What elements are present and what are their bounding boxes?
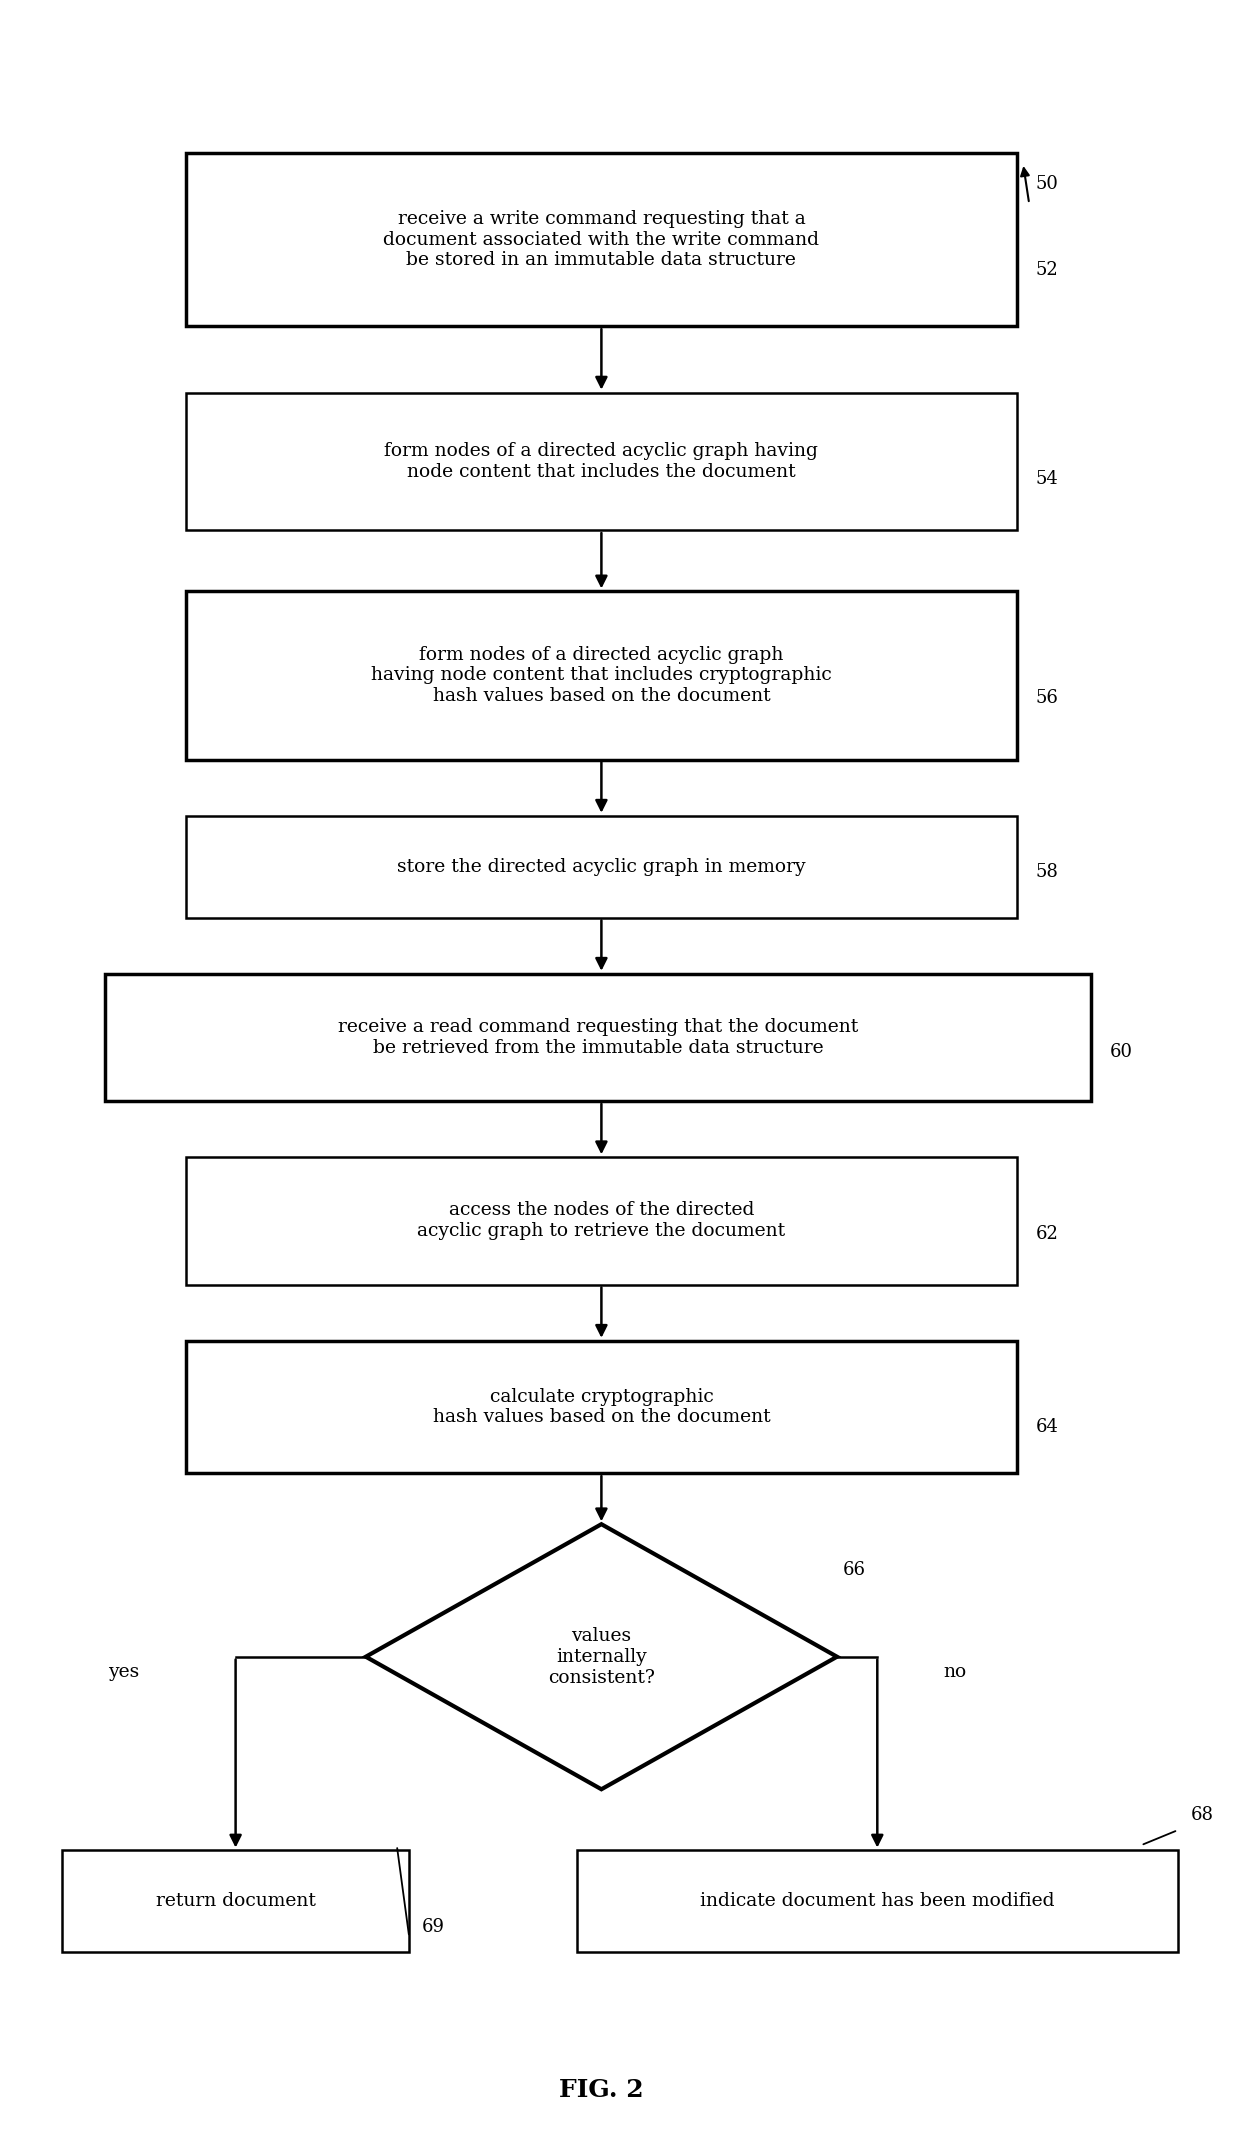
Text: form nodes of a directed acyclic graph
having node content that includes cryptog: form nodes of a directed acyclic graph h… — [371, 647, 832, 704]
Text: return document: return document — [156, 1893, 315, 1910]
FancyBboxPatch shape — [62, 1850, 409, 1953]
Text: yes: yes — [108, 1664, 140, 1681]
Text: 69: 69 — [422, 1918, 445, 1935]
Text: 52: 52 — [1035, 261, 1058, 278]
Text: receive a read command requesting that the document
be retrieved from the immuta: receive a read command requesting that t… — [339, 1017, 858, 1058]
Text: calculate cryptographic
hash values based on the document: calculate cryptographic hash values base… — [433, 1387, 770, 1426]
Text: 56: 56 — [1035, 689, 1058, 707]
Text: 50: 50 — [1035, 176, 1058, 193]
Text: values
internally
consistent?: values internally consistent? — [548, 1627, 655, 1687]
Polygon shape — [366, 1524, 837, 1790]
FancyBboxPatch shape — [186, 152, 1017, 325]
Text: access the nodes of the directed
acyclic graph to retrieve the document: access the nodes of the directed acyclic… — [418, 1201, 785, 1240]
Text: receive a write command requesting that a
document associated with the write com: receive a write command requesting that … — [383, 210, 820, 270]
FancyBboxPatch shape — [105, 974, 1091, 1100]
Text: 58: 58 — [1035, 863, 1058, 880]
FancyBboxPatch shape — [186, 591, 1017, 760]
Text: no: no — [944, 1664, 966, 1681]
Text: form nodes of a directed acyclic graph having
node content that includes the doc: form nodes of a directed acyclic graph h… — [384, 441, 818, 482]
Text: indicate document has been modified: indicate document has been modified — [701, 1893, 1054, 1910]
Text: FIG. 2: FIG. 2 — [559, 2079, 644, 2102]
Text: store the directed acyclic graph in memory: store the directed acyclic graph in memo… — [397, 859, 806, 876]
FancyBboxPatch shape — [186, 1340, 1017, 1473]
Text: 68: 68 — [1190, 1805, 1214, 1824]
Text: 54: 54 — [1035, 471, 1058, 488]
Text: 62: 62 — [1035, 1225, 1058, 1242]
FancyBboxPatch shape — [186, 816, 1017, 918]
FancyBboxPatch shape — [577, 1850, 1178, 1953]
FancyBboxPatch shape — [186, 392, 1017, 531]
Text: 64: 64 — [1035, 1417, 1058, 1437]
FancyBboxPatch shape — [186, 1156, 1017, 1285]
Text: 66: 66 — [843, 1561, 867, 1580]
Text: 60: 60 — [1110, 1043, 1133, 1062]
